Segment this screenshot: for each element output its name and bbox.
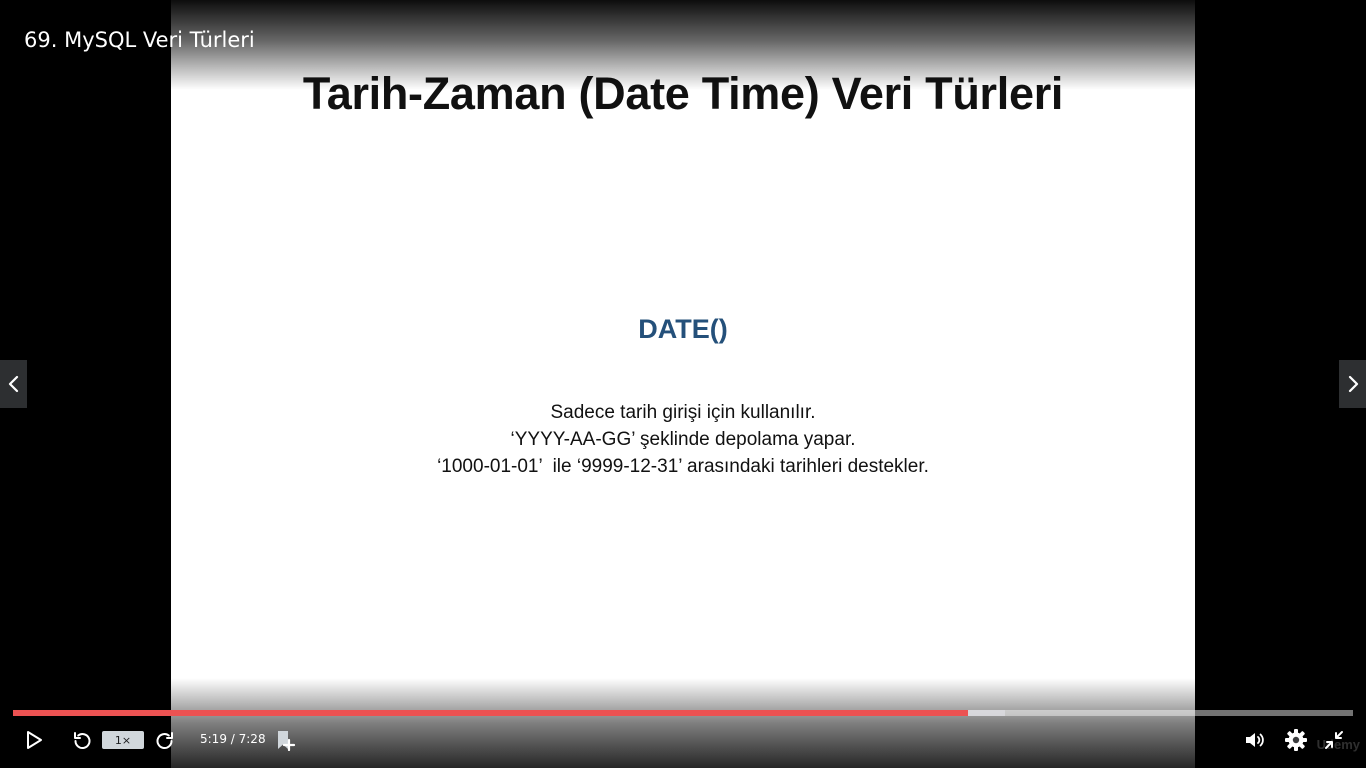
rewind-5-icon: [74, 732, 91, 749]
slide-line: Sadece tarih girişi için kullanılır.: [550, 402, 816, 423]
progress-bar[interactable]: [13, 710, 1353, 716]
previous-lecture-button[interactable]: [0, 360, 27, 408]
chevron-right-icon: [1348, 375, 1358, 393]
time-separator: /: [226, 732, 239, 746]
current-time: 5:19: [200, 732, 227, 746]
slide-line: ‘YYYY-AA-GG’ şeklinde depolama yapar.: [510, 429, 856, 450]
slide-line: ‘1000-01-01’ ile ‘9999-12-31’ arasındaki…: [437, 456, 929, 477]
gear-icon: [1285, 729, 1307, 751]
add-note-icon: [278, 731, 296, 751]
forward-5-icon: [156, 732, 173, 749]
duration: 7:28: [238, 732, 266, 746]
progress-played: [13, 710, 969, 716]
chevron-left-icon: [8, 375, 18, 393]
exit-fullscreen-icon: [1325, 731, 1343, 749]
time-display: 5:19 / 7:28: [200, 732, 266, 746]
udemy-watermark: Udemy: [1316, 737, 1360, 752]
play-button[interactable]: [18, 724, 50, 756]
control-bar: 1× 5:19 / 7:28: [0, 724, 1366, 756]
volume-icon: [1246, 733, 1264, 747]
slide-title: Tarih-Zaman (Date Time) Veri Türleri: [302, 68, 1064, 119]
slide-description: Sadece tarih girişi için kullanılır. ‘YY…: [171, 399, 1195, 480]
video-title: 69. MySQL Veri Türleri: [24, 28, 255, 52]
slide-heading: DATE(): [638, 314, 728, 344]
play-icon: [27, 731, 42, 749]
exit-fullscreen-button[interactable]: [1320, 724, 1348, 756]
slide-content: Tarih-Zaman (Date Time) Veri Türleri DAT…: [171, 0, 1195, 768]
forward-button[interactable]: [149, 724, 181, 756]
rewind-button[interactable]: [66, 724, 98, 756]
add-note-button[interactable]: [271, 724, 299, 756]
settings-button[interactable]: [1281, 724, 1311, 756]
volume-button[interactable]: [1240, 724, 1270, 756]
playback-speed-button[interactable]: 1×: [102, 731, 144, 749]
next-lecture-button[interactable]: [1339, 360, 1366, 408]
